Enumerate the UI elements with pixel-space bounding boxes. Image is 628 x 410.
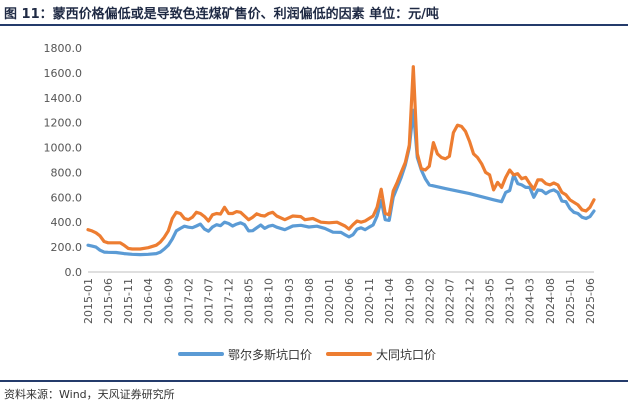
top-rule — [0, 24, 628, 26]
x-tick-label: 2020-11 — [363, 278, 376, 324]
y-tick-label: 400.0 — [51, 216, 83, 229]
series-line-1 — [86, 65, 596, 251]
y-tick-label: 1200.0 — [44, 117, 83, 130]
x-tick-label: 2016-09 — [162, 278, 175, 324]
x-tick-label: 2016-04 — [142, 278, 155, 324]
y-tick-label: 1000.0 — [44, 142, 83, 155]
x-tick-label: 2018-05 — [243, 278, 256, 324]
x-tick-label: 2017-12 — [223, 278, 236, 324]
x-tick-label: 2015-01 — [82, 278, 95, 324]
y-tick-label: 1400.0 — [44, 92, 83, 105]
x-tick-label: 2015-06 — [102, 278, 115, 324]
x-tick-label: 2020-01 — [323, 278, 336, 324]
y-tick-label: 800.0 — [51, 166, 83, 179]
x-tick-label: 2024-03 — [524, 278, 537, 324]
y-axis: 0.0 200.0 400.0 600.0 800.0 1000.0 1200.0 1400.… — [44, 42, 83, 279]
x-tick-label: 2022-02 — [423, 278, 436, 324]
x-tick-label: 2022-12 — [464, 278, 477, 324]
legend: 鄂尔多斯坑口价 大同坑口价 — [178, 347, 436, 362]
y-tick-label: 0.0 — [65, 266, 83, 279]
x-tick-label: 2019-08 — [303, 278, 316, 324]
x-tick-label: 2015-11 — [122, 278, 135, 324]
x-axis: 2015-01 2015-06 2015-11 2016-04 2016-09 2017-… — [82, 271, 597, 324]
bottom-rule — [0, 380, 628, 382]
source-note: 资料来源：Wind，天风证券研究所 — [4, 388, 175, 401]
x-tick-label: 2020-06 — [343, 278, 356, 324]
x-tick-label: 2018-10 — [263, 278, 276, 324]
x-tick-label: 2017-07 — [202, 278, 215, 324]
figure-title: 图 11：蒙西价格偏低或是导致色连煤矿售价、利润偏低的因素 单位：元/吨 — [4, 7, 439, 22]
y-tick-label: 1600.0 — [44, 67, 83, 80]
x-tick-label: 2025-06 — [584, 278, 597, 324]
x-tick-label: 2021-04 — [383, 278, 396, 324]
series-line-0 — [86, 108, 596, 257]
x-tick-label: 2019-03 — [283, 278, 296, 324]
y-tick-label: 200.0 — [51, 241, 83, 254]
y-tick-label: 600.0 — [51, 191, 83, 204]
legend-label-1: 大同坑口价 — [376, 347, 436, 362]
x-tick-label: 2023-10 — [504, 278, 517, 324]
x-tick-label: 2023-05 — [484, 278, 497, 324]
line-chart: 0.0 200.0 400.0 600.0 800.0 1000.0 1200.0 1400.… — [44, 42, 597, 362]
x-tick-label: 2024-08 — [544, 278, 557, 324]
x-tick-label: 2022-07 — [443, 278, 456, 324]
y-tick-label: 1800.0 — [44, 42, 83, 55]
series-layer — [86, 65, 596, 257]
x-tick-label: 2017-02 — [182, 278, 195, 324]
x-tick-label: 2025-01 — [564, 278, 577, 324]
legend-label-0: 鄂尔多斯坑口价 — [228, 347, 312, 362]
x-tick-label: 2021-09 — [403, 278, 416, 324]
